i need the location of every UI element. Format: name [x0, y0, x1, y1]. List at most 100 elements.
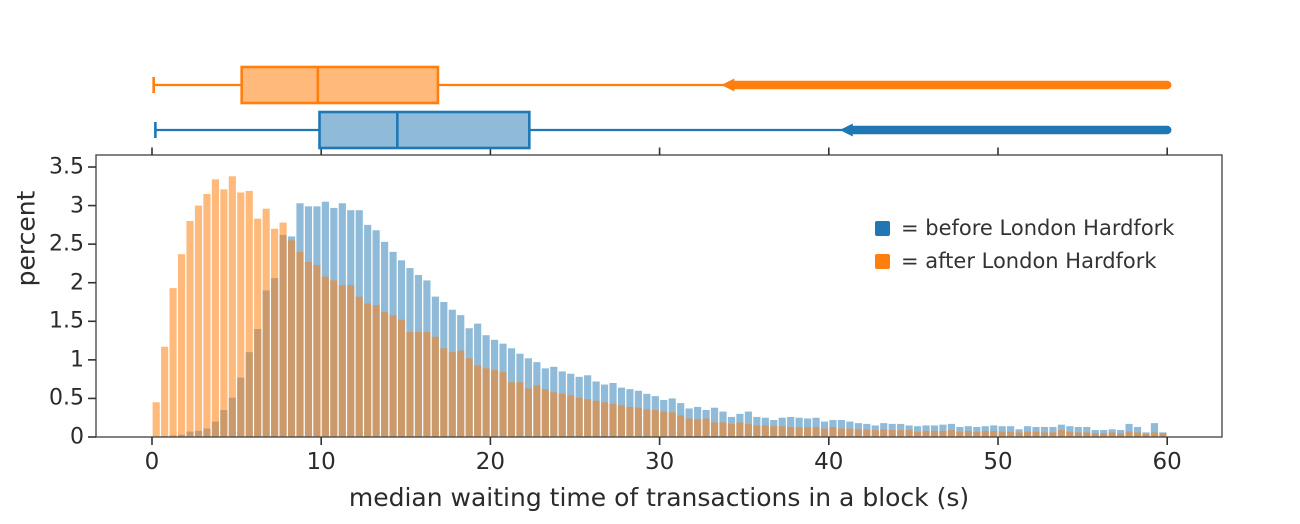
legend-swatch-orange-icon [875, 253, 890, 269]
histogram-bar [406, 332, 414, 437]
histogram-bar [355, 296, 363, 437]
histogram-bar [702, 418, 710, 437]
histogram-bar [592, 400, 600, 437]
histogram-bar [609, 403, 617, 437]
histogram-bar [956, 431, 964, 437]
histogram-bar [440, 348, 448, 437]
histogram-bar [203, 194, 211, 437]
histogram-bar [533, 385, 541, 437]
histogram-bar [634, 407, 642, 437]
histogram-bar [964, 430, 972, 437]
y-axis-title: percent [11, 190, 41, 287]
histogram-bar [736, 422, 744, 437]
histogram-bar [710, 422, 719, 437]
y-tick-label: 1 [70, 347, 84, 373]
histogram-bar [677, 415, 685, 437]
histogram-bar [1040, 432, 1049, 437]
histogram-bar [787, 426, 795, 437]
histogram-bar [1023, 431, 1032, 437]
histogram-bar [271, 228, 279, 437]
histogram-bar [567, 395, 575, 437]
histogram-bar [152, 402, 160, 437]
x-axis-title: median waiting time of transactions in a… [348, 483, 970, 512]
y-tick-label: 2 [70, 270, 84, 296]
whisker-arrow-icon [839, 123, 853, 137]
histogram-bar [364, 303, 372, 437]
histogram-bar [296, 251, 304, 437]
histogram-bar [981, 430, 989, 437]
histogram-bar [897, 430, 905, 437]
y-tick-label: 3 [70, 193, 84, 219]
histogram-bar [795, 426, 803, 437]
histogram-bar [837, 428, 846, 437]
histogram-bar [304, 261, 313, 437]
x-tick-label: 30 [644, 449, 675, 475]
histogram-bar [338, 285, 346, 437]
histogram-bar [194, 205, 203, 437]
legend-label: = after London Hardfork [901, 249, 1157, 273]
y-tick-label: 3.5 [49, 154, 84, 180]
histogram-bar [1083, 426, 1091, 437]
histogram-bar [1066, 431, 1074, 437]
histogram-bar [287, 240, 296, 437]
histogram-bar [939, 430, 947, 437]
legend-swatch-blue-icon [875, 220, 890, 236]
histogram-bar [854, 429, 862, 437]
histogram-bar [414, 332, 423, 437]
histogram-bar [1117, 433, 1125, 437]
histogram-bar [753, 425, 761, 437]
histogram-bar [888, 430, 896, 437]
histogram-bar [668, 412, 676, 437]
histogram-bar [922, 430, 930, 437]
histogram-bar [499, 372, 507, 437]
histogram-bar [990, 430, 998, 437]
histogram-bar [1100, 433, 1108, 437]
histogram-bar [719, 422, 727, 437]
histogram-bar [947, 430, 955, 437]
histogram-bar [491, 369, 499, 437]
whisker-arrow-icon [721, 78, 735, 92]
histogram-bar [474, 365, 482, 437]
histogram-bar [541, 389, 549, 437]
histogram-bar [617, 405, 626, 437]
histogram-bar [651, 410, 659, 437]
histogram-bar [254, 218, 262, 437]
histogram-bar [524, 388, 532, 437]
histogram-bar [930, 430, 939, 437]
histogram-bar [1125, 431, 1133, 437]
histogram-bar [550, 392, 558, 437]
histogram-bar [600, 402, 609, 437]
histogram-bar [516, 382, 524, 437]
boxplot-after [152, 65, 1172, 105]
histogram-bar [863, 429, 871, 437]
histogram-bar [558, 393, 566, 437]
histogram-bar [1007, 431, 1015, 437]
histogram-bar [1083, 432, 1091, 437]
histogram-bar [1133, 426, 1142, 437]
x-tick-label: 50 [983, 449, 1013, 475]
y-tick-label: 1.5 [49, 308, 84, 334]
histogram-bar [761, 425, 769, 437]
x-tick-label: 0 [144, 449, 160, 475]
y-tick-label: 0.5 [49, 385, 84, 411]
histogram-bar [211, 179, 219, 437]
histogram-bar [423, 332, 431, 437]
histogram-bar [1057, 430, 1065, 437]
y-tick-label: 0 [70, 424, 84, 450]
x-tick-label: 10 [306, 449, 336, 475]
histogram-bar [1150, 432, 1159, 437]
histogram-bar [220, 189, 228, 437]
x-tick-label: 20 [475, 449, 506, 475]
histogram-bar [998, 431, 1006, 437]
histogram-bar [1125, 423, 1133, 437]
histogram-bar [381, 312, 389, 437]
histogram-bar [330, 280, 338, 437]
histogram-bar [829, 426, 837, 437]
histogram-bar [973, 431, 981, 437]
histogram-bar [727, 423, 736, 437]
histogram-bar [1032, 431, 1040, 437]
histogram-bar [812, 426, 820, 437]
histogram-bar [880, 429, 888, 437]
histogram-bar [262, 208, 270, 437]
histogram-bar [1015, 432, 1023, 437]
